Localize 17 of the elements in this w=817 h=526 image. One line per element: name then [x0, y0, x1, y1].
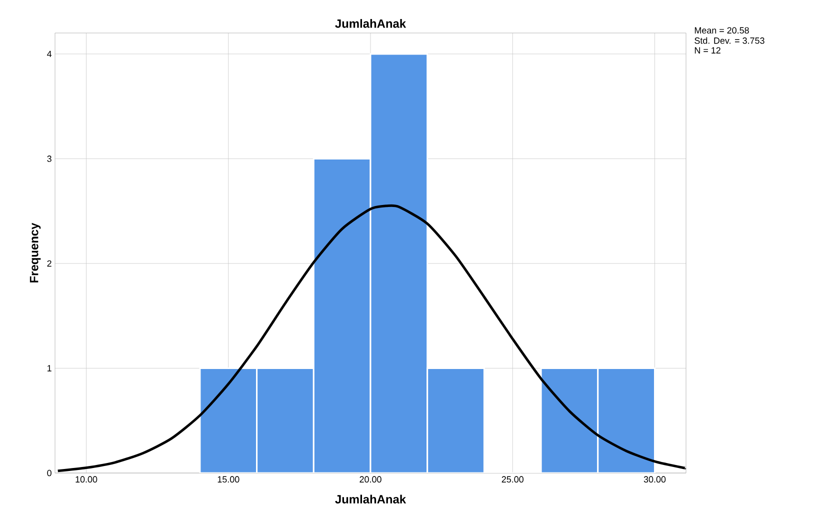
text: Mean = 20.58	[694, 27, 749, 34]
y-tick-label: 3	[47, 156, 52, 162]
x-axis-title: JumlahAnak	[335, 494, 406, 504]
y-tick-label: 2	[47, 260, 52, 267]
x-tick-label: 30.00	[644, 476, 666, 483]
line-series	[56, 204, 686, 472]
y-axis-title: Frequency	[30, 222, 41, 282]
chart-title: JumlahAnak	[335, 19, 406, 28]
text: Std. Dev. = 3.753	[694, 37, 764, 44]
y-tick-label: 0	[47, 470, 52, 476]
text: N = 12	[694, 47, 720, 54]
x-tick-label: 10.00	[76, 476, 98, 483]
x-tick-label: 25.00	[502, 476, 524, 483]
x-tick-label: 15.00	[218, 476, 240, 483]
y-tick-label: 4	[47, 50, 52, 58]
y-tick-label: 1	[48, 365, 52, 372]
x-tick-label: 20.00	[360, 476, 382, 483]
